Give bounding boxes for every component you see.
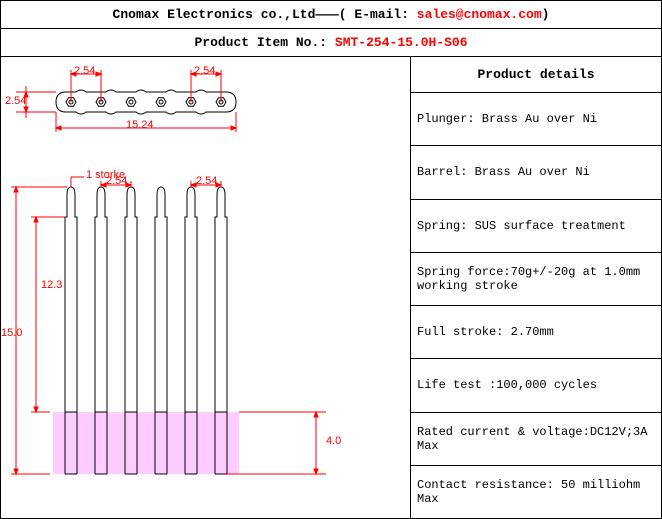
detail-row: Contact resistance: 50 milliohm Max (411, 466, 661, 518)
product-number: SMT-254-15.0H-S06 (335, 35, 468, 50)
detail-row: Barrel: Brass Au over Ni (411, 146, 661, 199)
details-column: Product details Plunger: Brass Au over N… (411, 57, 661, 518)
dim-pitch2: 2.54 (194, 65, 215, 77)
company-close: ) (542, 7, 550, 22)
detail-text: Plunger: Brass Au over Ni (417, 112, 597, 126)
detail-row: Plunger: Brass Au over Ni (411, 93, 661, 146)
company-email: sales@cnomax.com (417, 7, 542, 22)
dim-height-top: 2.54 (5, 95, 26, 107)
detail-text: Spring force:70g+/-20g at 1.0mm working … (417, 265, 655, 293)
detail-row: Rated current & voltage:DC12V;3A Max (411, 413, 661, 466)
dim-total-len: 15.24 (126, 119, 154, 131)
technical-drawing: 2.54 2.54 2.54 15.24 1 storke 2.54 2.54 … (1, 57, 411, 518)
detail-row: Spring: SUS surface treatment (411, 200, 661, 253)
dim-pitch1: 2.54 (74, 65, 95, 77)
details-title: Product details (411, 57, 661, 93)
detail-row: Life test :100,000 cycles (411, 359, 661, 412)
detail-text: Rated current & voltage:DC12V;3A Max (417, 425, 655, 453)
product-label: Product Item No.: (194, 35, 334, 50)
dim-base-h: 4.0 (326, 435, 341, 447)
detail-text: Spring: SUS surface treatment (417, 219, 626, 233)
dim-side-pitch2: 2.54 (196, 175, 217, 187)
dim-inner-h: 12.3 (41, 279, 62, 291)
dim-side-pitch1: 2.54 (106, 175, 127, 187)
company-name: Cnomax Electronics co.,Ltd———( E-mail: (113, 7, 417, 22)
detail-text: Contact resistance: 50 milliohm Max (417, 478, 655, 506)
detail-text: Barrel: Brass Au over Ni (417, 165, 590, 179)
header-row: Cnomax Electronics co.,Ltd———( E-mail: s… (1, 1, 661, 29)
detail-text: Full stroke: 2.70mm (417, 325, 554, 339)
detail-row: Full stroke: 2.70mm (411, 306, 661, 359)
product-row: Product Item No.: SMT-254-15.0H-S06 (1, 29, 661, 57)
detail-text: Life test :100,000 cycles (417, 378, 597, 392)
dim-total-h: 15.0 (1, 327, 22, 339)
detail-row: Spring force:70g+/-20g at 1.0mm working … (411, 253, 661, 306)
